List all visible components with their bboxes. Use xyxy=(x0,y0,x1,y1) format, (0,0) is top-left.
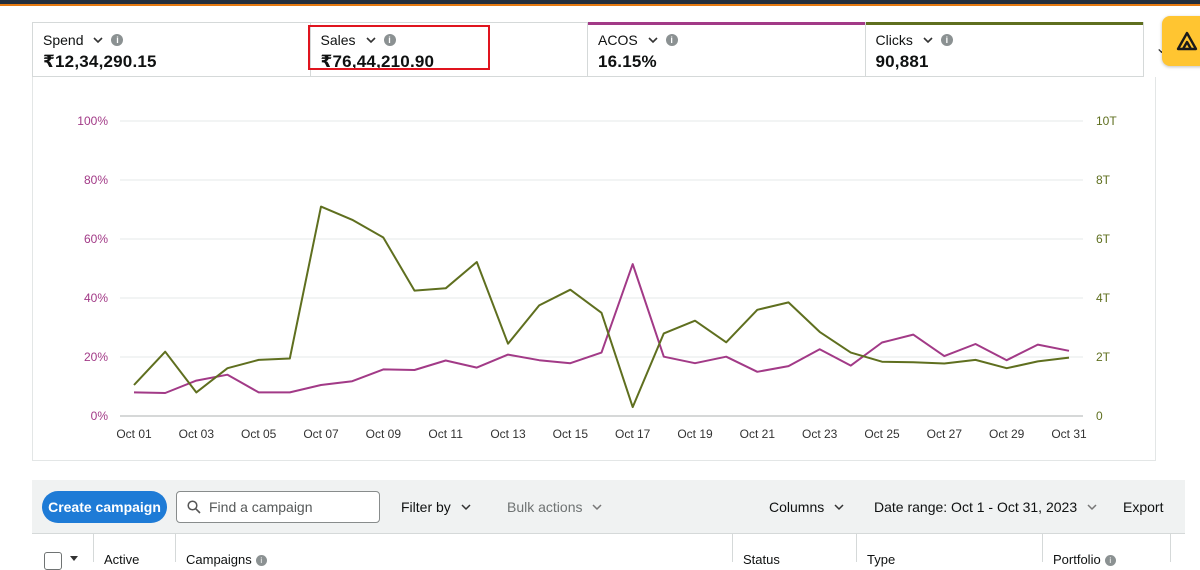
metric-label: Clicks xyxy=(876,32,913,48)
top-bar xyxy=(0,0,1200,6)
bulk-actions-label: Bulk actions xyxy=(507,499,582,515)
performance-chart: 0% 20% 40% 60% 80% 100% 0 2T 4T 6T 8T 10T Oct 01 Oct … xyxy=(33,77,1157,461)
chevron-down-icon[interactable] xyxy=(364,33,378,47)
metric-card-acos[interactable]: ACOS i 16.15% xyxy=(588,23,866,76)
metric-value: ₹76,44,210.90 xyxy=(321,52,588,72)
acos-series-line xyxy=(134,264,1069,393)
y-right-tick-label: 6T xyxy=(1096,232,1111,246)
logo-mark-icon xyxy=(1176,31,1198,51)
column-header-active[interactable]: Active xyxy=(93,534,174,562)
y-right-tick-label: 8T xyxy=(1096,173,1111,187)
date-range-label: Date range: Oct 1 - Oct 31, 2023 xyxy=(874,499,1077,515)
metric-card-clicks[interactable]: Clicks i 90,881 xyxy=(866,23,1144,76)
filter-by-label: Filter by xyxy=(401,499,451,515)
info-icon[interactable]: i xyxy=(384,34,396,46)
x-tick-label: Oct 13 xyxy=(490,427,526,441)
campaign-search-input[interactable]: Find a campaign xyxy=(176,491,380,523)
metric-accent-line xyxy=(33,22,310,25)
bulk-actions-dropdown[interactable]: Bulk actions xyxy=(507,491,603,523)
metric-cards: Spend i ₹12,34,290.15 Sales i ₹76,44,210… xyxy=(32,22,1144,77)
y-right-tick-label: 0 xyxy=(1096,409,1103,423)
chevron-down-icon[interactable] xyxy=(646,33,660,47)
y-left-tick-label: 40% xyxy=(84,291,108,305)
chevron-down-icon xyxy=(833,501,845,513)
columns-dropdown[interactable]: Columns xyxy=(769,491,845,523)
metric-value: 16.15% xyxy=(598,52,865,72)
chevron-down-icon[interactable] xyxy=(921,33,935,47)
y-left-tick-label: 60% xyxy=(84,232,108,246)
x-tick-label: Oct 25 xyxy=(864,427,900,441)
column-header-more[interactable] xyxy=(1170,534,1185,562)
y-right-tick-label: 2T xyxy=(1096,350,1111,364)
y-left-tick-label: 20% xyxy=(84,350,108,364)
export-button[interactable]: Export xyxy=(1123,491,1163,523)
metric-label: ACOS xyxy=(598,32,638,48)
metric-accent-line xyxy=(311,22,588,25)
create-campaign-button[interactable]: Create campaign xyxy=(42,491,167,523)
metric-card-sales[interactable]: Sales i ₹76,44,210.90 xyxy=(311,23,589,76)
info-icon[interactable]: i xyxy=(666,34,678,46)
metric-label: Spend xyxy=(43,32,83,48)
y-left-tick-label: 0% xyxy=(91,409,109,423)
x-tick-label: Oct 21 xyxy=(740,427,776,441)
x-tick-label: Oct 15 xyxy=(553,427,589,441)
search-icon xyxy=(187,500,201,514)
date-range-dropdown[interactable]: Date range: Oct 1 - Oct 31, 2023 xyxy=(874,491,1098,523)
metric-label: Sales xyxy=(321,32,356,48)
assistant-logo-icon[interactable] xyxy=(1162,16,1200,66)
metric-card-spend[interactable]: Spend i ₹12,34,290.15 xyxy=(33,23,311,76)
search-placeholder: Find a campaign xyxy=(209,499,313,515)
y-left-tick-label: 100% xyxy=(77,114,108,128)
filter-by-dropdown[interactable]: Filter by xyxy=(401,491,472,523)
column-header-label: Campaigns xyxy=(186,552,252,567)
y-left-tick-label: 80% xyxy=(84,173,108,187)
chevron-down-icon xyxy=(591,501,603,513)
x-tick-label: Oct 29 xyxy=(989,427,1025,441)
chevron-down-icon[interactable] xyxy=(91,33,105,47)
info-icon[interactable]: i xyxy=(941,34,953,46)
x-tick-label: Oct 19 xyxy=(677,427,713,441)
caret-down-icon[interactable] xyxy=(70,556,78,561)
x-tick-label: Oct 05 xyxy=(241,427,277,441)
x-tick-label: Oct 09 xyxy=(366,427,402,441)
x-tick-label: Oct 03 xyxy=(179,427,215,441)
column-header-type[interactable]: Type xyxy=(856,534,1042,562)
column-header-status[interactable]: Status xyxy=(732,534,856,562)
info-icon[interactable]: i xyxy=(111,34,123,46)
metric-accent-line xyxy=(588,22,865,25)
select-all-checkbox[interactable] xyxy=(44,552,62,570)
metric-accent-line xyxy=(866,22,1144,25)
metric-value: 90,881 xyxy=(876,52,1144,72)
x-tick-label: Oct 31 xyxy=(1051,427,1087,441)
x-tick-label: Oct 01 xyxy=(116,427,152,441)
chevron-down-icon xyxy=(1086,501,1098,513)
column-header-label: Portfolio xyxy=(1053,552,1101,567)
x-tick-label: Oct 17 xyxy=(615,427,651,441)
y-right-tick-label: 4T xyxy=(1096,291,1111,305)
metric-value: ₹12,34,290.15 xyxy=(43,52,310,72)
performance-chart-panel: 0% 20% 40% 60% 80% 100% 0 2T 4T 6T 8T 10T Oct 01 Oct … xyxy=(32,77,1156,461)
x-tick-label: Oct 07 xyxy=(303,427,339,441)
x-tick-label: Oct 11 xyxy=(428,427,463,441)
campaign-toolbar: Create campaign Find a campaign Filter b… xyxy=(32,480,1185,561)
columns-label: Columns xyxy=(769,499,824,515)
x-tick-label: Oct 23 xyxy=(802,427,838,441)
chevron-down-icon xyxy=(460,501,472,513)
y-right-tick-label: 10T xyxy=(1096,114,1117,128)
clicks-series-line xyxy=(134,207,1069,408)
x-tick-label: Oct 27 xyxy=(927,427,963,441)
